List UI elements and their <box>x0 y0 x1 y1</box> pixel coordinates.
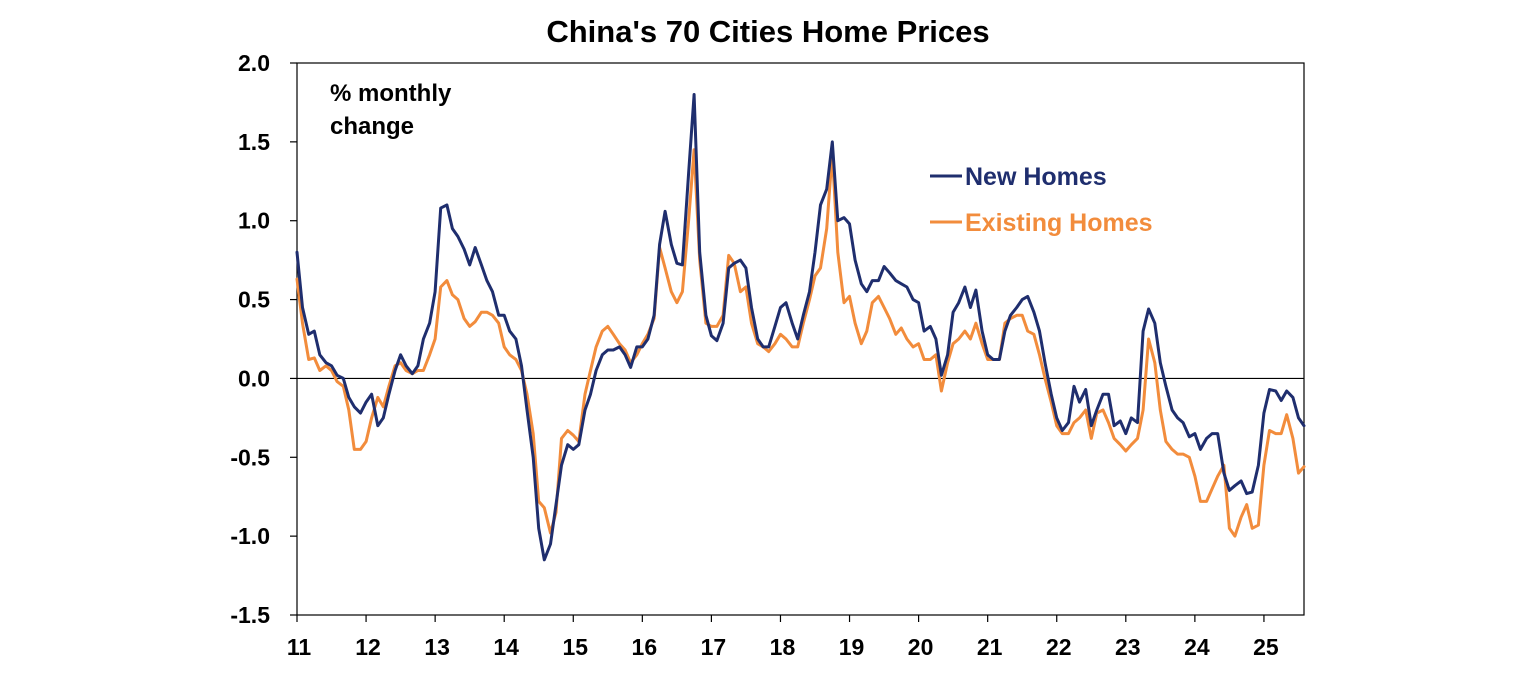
y-tick-label: 1.0 <box>238 208 270 234</box>
chart-title: China's 70 Cities Home Prices <box>546 14 989 49</box>
x-tick-label: 18 <box>770 634 796 660</box>
x-tick-label: 15 <box>562 634 588 660</box>
unit-label-line-1: % monthly <box>330 80 452 107</box>
x-tick-label: 19 <box>839 634 865 660</box>
y-tick-label: 1.5 <box>238 129 270 155</box>
x-tick-label: 22 <box>1046 634 1072 660</box>
x-tick-label: 11 <box>287 634 312 660</box>
plot-frame <box>296 62 1305 616</box>
x-tick-label: 23 <box>1115 634 1141 660</box>
x-axis-ticks: 11 12 13 14 15 16 17 18 19 20 21 22 23 24 25 <box>287 615 1279 660</box>
x-tick-label: 24 <box>1184 634 1210 660</box>
x-tick-label: 16 <box>632 634 658 660</box>
x-tick-label: 12 <box>355 634 381 660</box>
series-line-new-homes <box>295 93 1306 562</box>
y-axis-ticks: 2.0 1.5 1.0 0.5 0.0 -0.5 -1.0 -1.5 <box>230 50 297 628</box>
x-tick-label: 14 <box>493 634 519 660</box>
x-tick-label: 20 <box>908 634 934 660</box>
x-tick-label: 17 <box>701 634 727 660</box>
legend-label: New Homes <box>965 163 1107 191</box>
series-line-existing-homes <box>295 148 1306 538</box>
x-tick-label: 21 <box>977 634 1003 660</box>
legend-label: Existing Homes <box>965 209 1153 237</box>
unit-label-line-2: change <box>330 113 414 140</box>
plot-area <box>295 62 1306 616</box>
y-tick-label: -0.5 <box>230 444 270 470</box>
y-tick-label: -1.0 <box>230 523 270 549</box>
y-tick-label: 0.5 <box>238 287 270 313</box>
x-tick-label: 25 <box>1253 634 1279 660</box>
legend: New Homes Existing Homes <box>930 163 1153 237</box>
x-tick-label: 13 <box>424 634 450 660</box>
y-tick-label: 0.0 <box>238 365 270 391</box>
y-tick-label: -1.5 <box>230 602 270 628</box>
y-tick-label: 2.0 <box>238 50 270 76</box>
